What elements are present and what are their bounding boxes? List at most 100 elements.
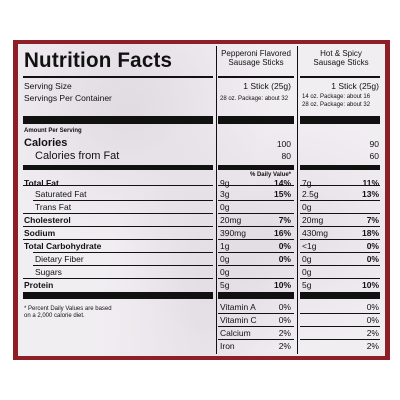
hot-spicy-protein: 5g — [302, 280, 312, 290]
cholesterol-label: Cholesterol — [24, 215, 71, 225]
hot-spicy-sodium: 430mg — [302, 228, 328, 238]
amount-per-serving-label: Amount Per Serving — [24, 128, 82, 134]
pepperoni-carbohydrate-dv: 0% — [278, 241, 291, 251]
pepperoni-trans-fat: 0g — [220, 202, 230, 212]
thick-divider — [23, 292, 213, 299]
pepperoni-name-line1: Pepperoni Flavored — [221, 49, 291, 58]
divider — [300, 200, 380, 201]
pepperoni-cholesterol: 20mg — [220, 215, 242, 225]
divider — [218, 265, 294, 266]
iron-label: Iron — [220, 341, 235, 351]
hot-spicy-column: Hot & Spicy Sausage Sticks 1 Stick (25g)… — [300, 44, 382, 356]
pepperoni-servings: 28 oz. Package: about 32 — [220, 96, 289, 102]
divider — [218, 76, 294, 78]
thick-divider — [300, 165, 380, 170]
saturated-fat-label: Saturated Fat — [35, 189, 87, 199]
calcium-label: Calcium — [220, 328, 251, 338]
divider — [218, 226, 294, 227]
column-divider — [297, 46, 298, 354]
divider — [23, 226, 213, 227]
hot-spicy-total-fat: 7g — [302, 178, 312, 188]
pepperoni-cholesterol-dv: 7% — [278, 215, 291, 225]
divider — [218, 239, 294, 240]
divider — [23, 239, 213, 240]
vitamin-c-label: Vitamin C — [220, 315, 257, 325]
hot-spicy-carbohydrate-dv: 0% — [366, 241, 379, 251]
trans-fat-label: Trans Fat — [35, 202, 72, 212]
hot-spicy-vitamin-c: 0% — [366, 315, 379, 325]
pepperoni-iron: 2% — [278, 341, 291, 351]
pepperoni-fiber-dv: 0% — [278, 254, 291, 264]
divider — [300, 252, 380, 253]
hot-spicy-saturated-fat-dv: 13% — [361, 189, 379, 199]
divider — [218, 185, 294, 186]
pepperoni-vitamin-a: 0% — [278, 302, 291, 312]
pepperoni-calcium: 2% — [278, 328, 291, 338]
hot-spicy-vitamin-a: 0% — [366, 302, 379, 312]
divider — [218, 213, 294, 214]
divider — [33, 200, 213, 201]
hot-spicy-sugars: 0g — [302, 267, 312, 277]
pepperoni-total-fat-dv: 14% — [273, 178, 291, 188]
hot-spicy-total-fat-dv: 11% — [362, 178, 379, 188]
divider — [300, 185, 380, 186]
divider — [33, 252, 213, 253]
calories-from-fat-label: Calories from Fat — [35, 150, 120, 162]
hot-spicy-fiber: 0g — [302, 254, 312, 264]
thick-divider — [218, 292, 294, 299]
hot-spicy-iron: 2% — [366, 341, 379, 351]
pepperoni-calories-from-fat: 80 — [281, 151, 291, 161]
product-package: Nutrition Facts Serving Size Servings Pe… — [13, 40, 390, 360]
pepperoni-saturated-fat-dv: 15% — [273, 189, 291, 199]
nutrition-facts-title: Nutrition Facts — [24, 49, 173, 72]
hot-spicy-sodium-dv: 18% — [361, 228, 379, 238]
hot-spicy-calories: 90 — [369, 139, 379, 149]
hot-spicy-calcium: 2% — [366, 328, 379, 338]
footnote-line1: * Percent Daily Values are based — [24, 306, 112, 312]
divider — [218, 326, 294, 327]
pepperoni-daily-value-header: % Daily Value* — [249, 172, 291, 178]
divider — [218, 313, 294, 314]
divider — [218, 278, 294, 279]
hot-spicy-calories-from-fat: 60 — [369, 151, 379, 161]
calories-label: Calories — [24, 137, 68, 149]
footnote-line2: on a 2,000 calorie diet. — [24, 313, 85, 319]
hot-spicy-name-line1: Hot & Spicy — [320, 49, 362, 58]
thick-divider — [218, 116, 294, 124]
thick-divider — [23, 116, 213, 124]
divider — [23, 185, 213, 186]
total-fat-label: Total Fat — [24, 178, 59, 188]
thick-divider — [300, 292, 380, 299]
hot-spicy-fiber-dv: 0% — [366, 254, 379, 264]
hot-spicy-carbohydrate: <1g — [302, 241, 317, 251]
pepperoni-vitamin-c: 0% — [278, 315, 291, 325]
vitamin-a-label: Vitamin A — [220, 302, 256, 312]
divider — [300, 339, 380, 340]
hot-spicy-cholesterol-dv: 7% — [366, 215, 379, 225]
hot-spicy-name-line2: Sausage Sticks — [313, 58, 369, 67]
pepperoni-calories: 100 — [276, 139, 291, 149]
pepperoni-sodium: 390mg — [220, 228, 246, 238]
pepperoni-protein: 5g — [220, 280, 230, 290]
total-carbohydrate-label: Total Carbohydrate — [24, 241, 102, 251]
divider — [23, 278, 213, 279]
divider — [23, 213, 213, 214]
pepperoni-sugars: 0g — [220, 267, 230, 277]
serving-size-label: Serving Size — [24, 81, 72, 91]
divider — [218, 339, 294, 340]
divider — [300, 265, 380, 266]
pepperoni-fiber: 0g — [220, 254, 230, 264]
hot-spicy-trans-fat: 0g — [302, 202, 312, 212]
divider — [300, 226, 380, 227]
thick-divider — [300, 116, 380, 124]
sugars-label: Sugars — [35, 267, 62, 277]
dietary-fiber-label: Dietary Fiber — [35, 254, 84, 264]
label-column: Nutrition Facts Serving Size Servings Pe… — [23, 44, 215, 356]
divider — [300, 76, 380, 78]
divider — [300, 313, 380, 314]
divider — [300, 326, 380, 327]
hot-spicy-cholesterol: 20mg — [302, 215, 324, 225]
divider — [300, 239, 380, 240]
protein-label: Protein — [24, 280, 54, 290]
divider — [23, 76, 213, 78]
